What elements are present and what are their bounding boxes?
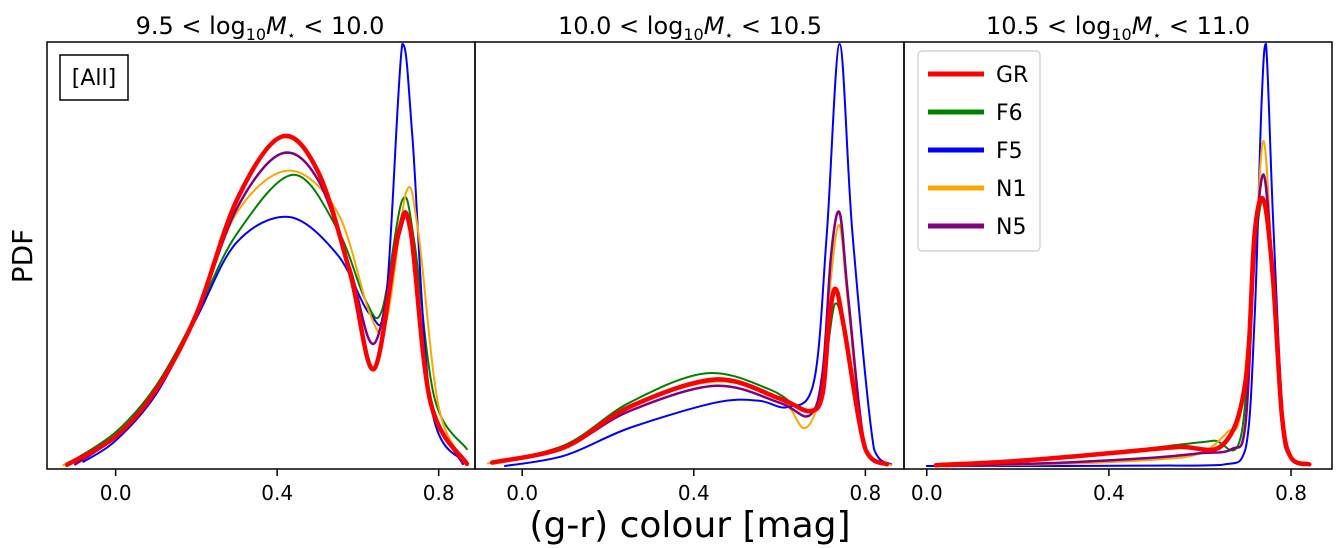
series-line-gr [489,286,890,467]
x-tick-label: 0.8 [849,481,881,505]
x-tick-label: 0.0 [100,481,132,505]
y-axis-label: PDF [6,229,39,284]
x-tick-label: 0.0 [506,481,538,505]
legend-label: N1 [996,177,1026,202]
legend-label: GR [996,63,1028,88]
x-axis-label: (g-r) colour [mag] [529,505,850,546]
panel-2-frame [474,41,905,470]
panel-1-plot: 0.0 0.4 0.8 [62,42,470,505]
legend-item-n1: N1 [928,177,1026,202]
panel-2-plot: 0.0 0.4 0.8 [486,43,893,505]
x-tick-label: 0.4 [1093,481,1125,505]
x-tick-label: 0.0 [911,481,943,505]
series-line-gr [933,195,1312,468]
panel-3-title: 10.5 < log10M⋆ < 11.0 [986,12,1250,44]
x-tick-label: 0.8 [423,481,455,505]
legend-label: N5 [996,215,1026,240]
panel-2: 10.0 < log10M⋆ < 10.5 0.0 0.4 0.8 [474,12,905,505]
series-line-gr [64,133,470,467]
sample-label: [All] [72,66,116,91]
panel-3-frame [903,41,1333,470]
x-tick-label: 0.4 [678,481,710,505]
legend: GR F6 F5 N1 N5 [917,50,1041,252]
series-line-n5 [490,210,889,466]
legend-item-f5: F5 [928,139,1023,164]
panel-1-title: 9.5 < log10M⋆ < 10.0 [136,12,385,44]
legend-label: F6 [996,101,1023,126]
panel-3-plot: 0.0 0.4 0.8 [911,42,1312,505]
panel-1: 9.5 < log10M⋆ < 10.0 0.0 0.4 0.8 [All] [46,12,476,505]
legend-item-f6: F6 [928,101,1023,126]
x-tick-label: 0.4 [261,481,293,505]
x-tick-label: 0.8 [1275,481,1307,505]
legend-item-gr: GR [928,63,1028,88]
sample-label-box [59,54,129,101]
legend-item-n5: N5 [928,215,1026,240]
series-line-f5 [504,43,893,467]
panel-3: 10.5 < log10M⋆ < 11.0 0.0 0.4 0.8 GR F6 F5 N1… [903,12,1333,505]
legend-label: F5 [996,139,1023,164]
series-line-f5 [82,42,464,463]
panel-2-title: 10.0 < log10M⋆ < 10.5 [558,12,822,44]
